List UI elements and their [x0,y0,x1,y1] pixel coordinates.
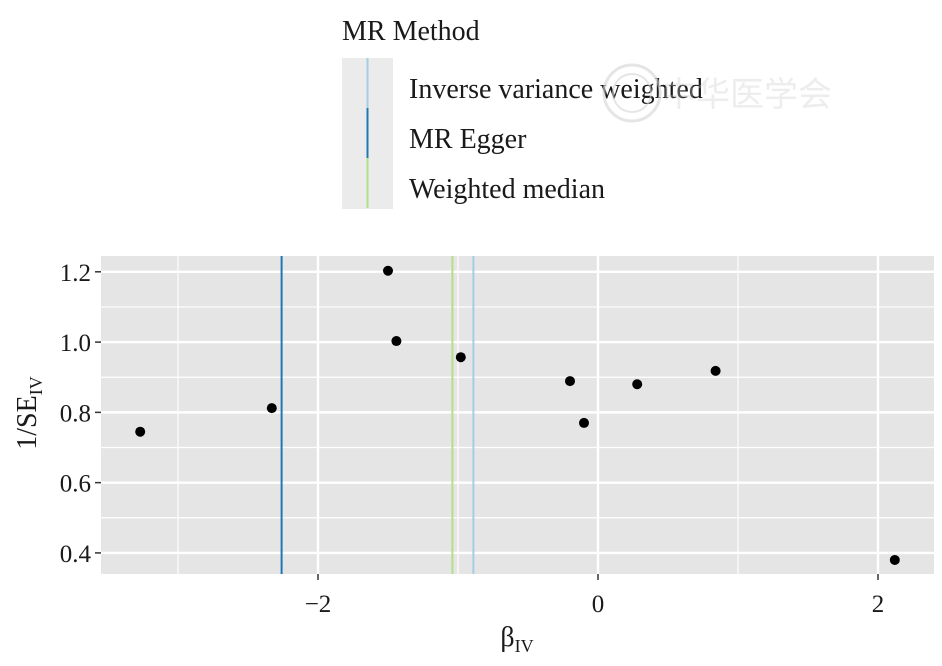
y-tick-label: 1.2 [60,260,91,287]
x-tick-label: −2 [305,591,332,618]
watermark: 中华医学会 [602,63,832,123]
y-tick-label: 0.8 [60,400,91,427]
y-tick-label: 1.0 [60,330,91,357]
y-axis: 0.4 0.6 0.8 1.0 1.2 [60,260,101,568]
x-axis-title: βIV [500,622,533,656]
legend-title: MR Method [342,16,480,47]
data-point [632,379,643,390]
watermark-seal [602,63,662,123]
data-point [135,426,146,437]
method-lines [280,256,475,574]
y-axis-title: 1/SEIV [12,376,46,449]
x-tick-label: 0 [592,591,605,618]
x-axis: −2 0 2 [305,574,885,618]
y-tick-label: 0.6 [60,471,91,498]
data-point [889,554,900,565]
legend: MR Method Inverse variance weighted MR Eg… [342,16,703,209]
data-points [135,265,900,565]
data-point [455,352,466,363]
data-point [710,365,721,376]
y-tick-label: 0.4 [60,541,92,568]
plot-panel [101,256,934,574]
data-point [579,417,589,428]
watermark-text: 中华医学会 [662,76,832,114]
data-point [391,336,402,347]
grid-lines [101,256,934,574]
data-point [383,265,393,276]
x-tick-label: 2 [872,591,885,618]
legend-label: MR Egger [409,124,527,155]
data-point [565,376,575,387]
legend-label: Inverse variance weighted [409,74,703,105]
data-point [266,403,277,414]
legend-label: Weighted median [409,174,605,205]
